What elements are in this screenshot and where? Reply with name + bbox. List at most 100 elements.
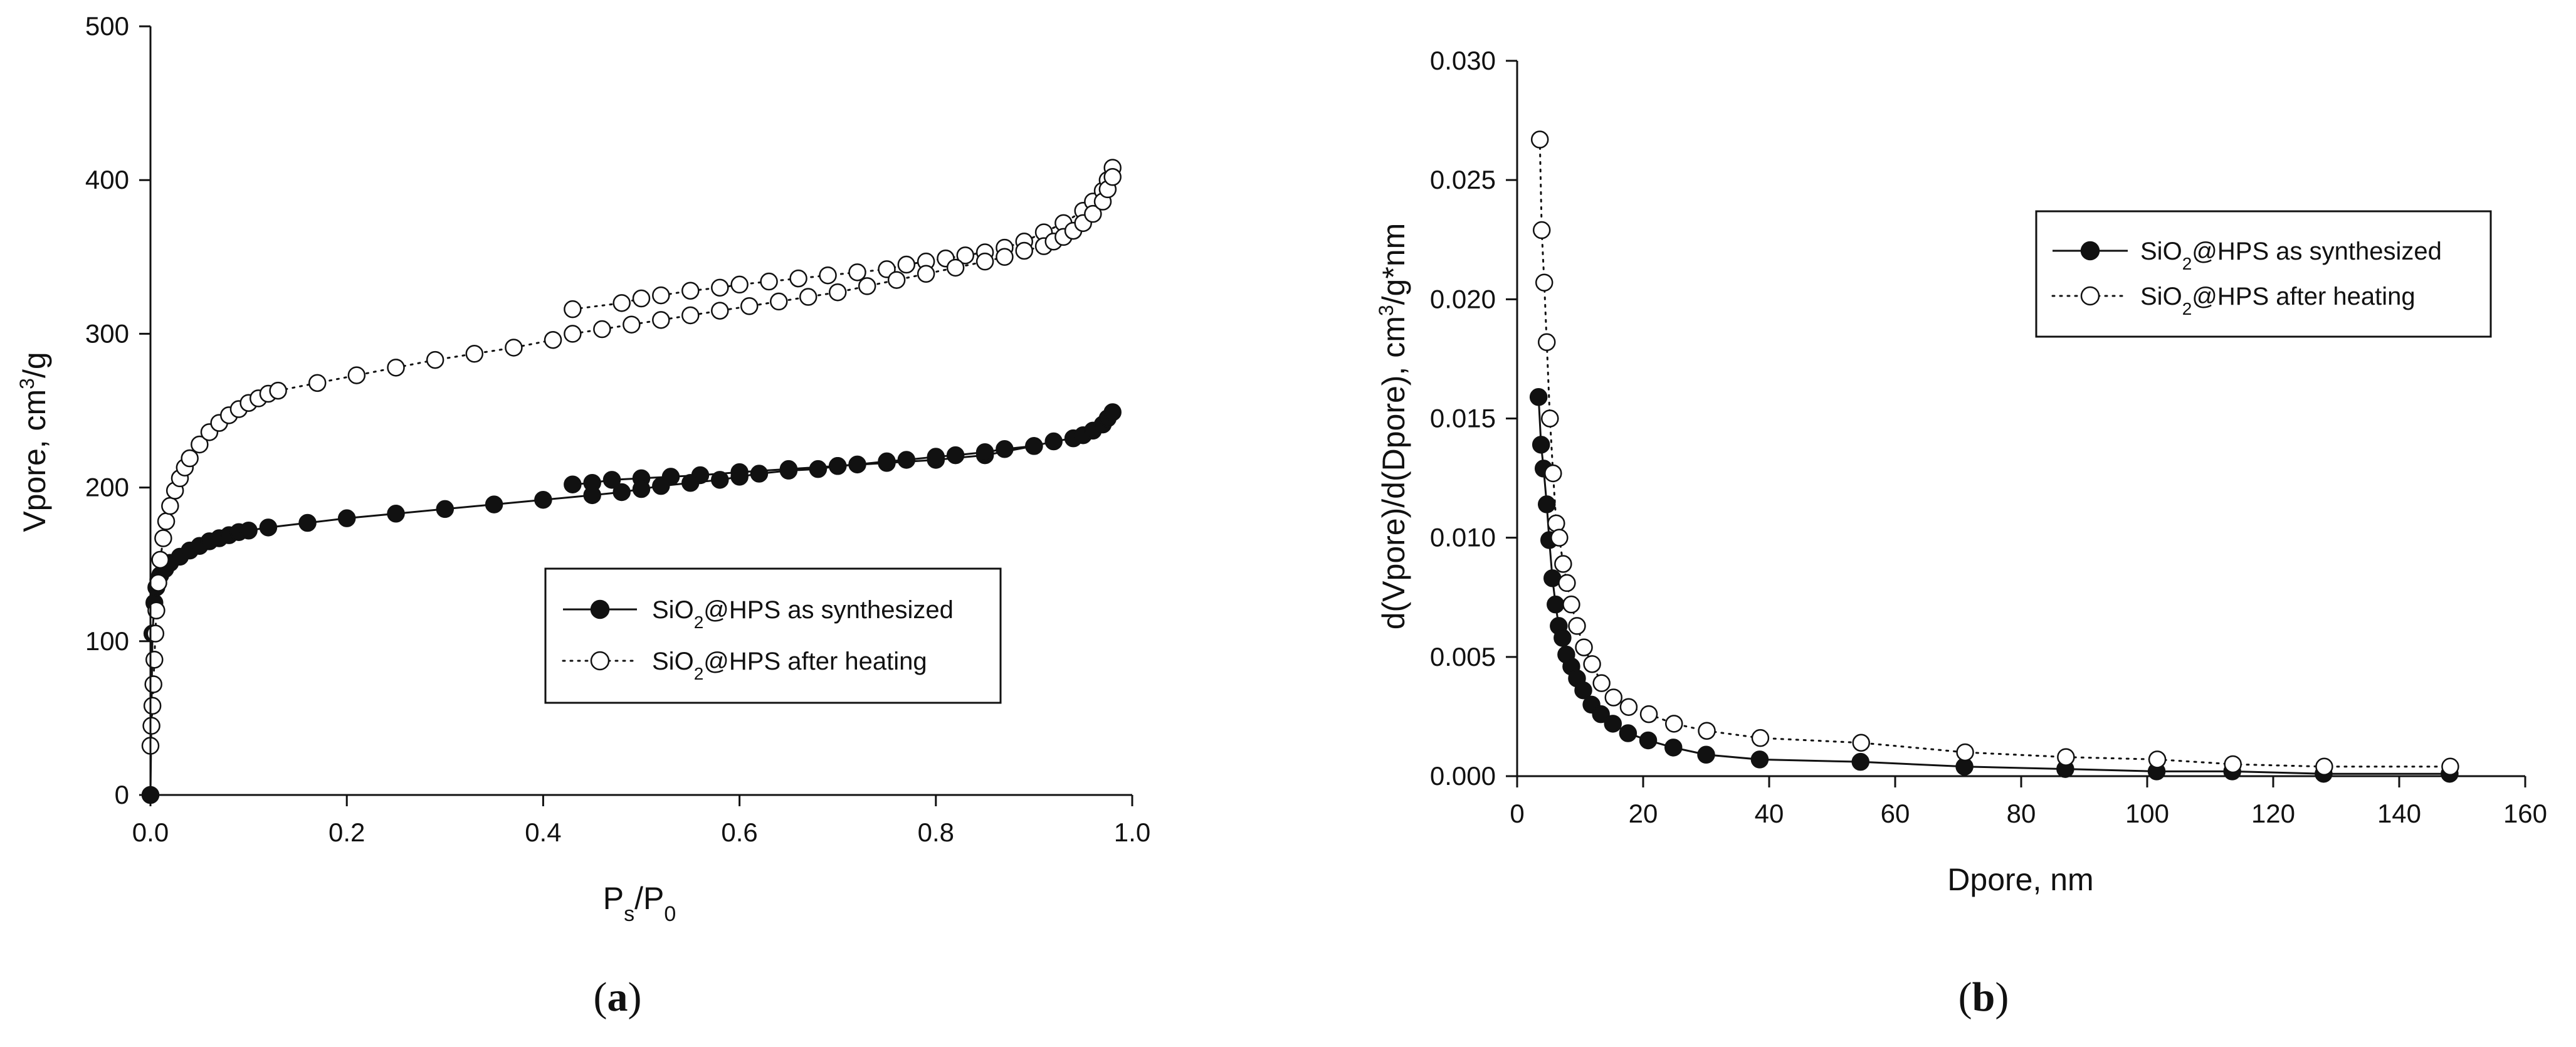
chart-b-legend-text-1-sub: 2: [2182, 254, 2192, 273]
chart-a-ylabel: Vpore, cm3/g: [16, 352, 52, 532]
chart-b-series-2-point: [1537, 333, 1556, 352]
chart-b-legend-text-2-sub: 2: [2182, 299, 2192, 318]
chart-b-series-2-point: [1575, 638, 1593, 656]
chart-b-ticks: 0 20 40 60 80 100 120 140 160 0.000 0.005 0.010 0.01…: [1430, 46, 2547, 828]
chart-a-xtick-label: 0.2: [329, 818, 365, 847]
chart-b-series-1-point: [1604, 715, 1622, 733]
chart-a-series-1-point: [652, 476, 670, 495]
chart-a-series-2-point: [147, 601, 166, 620]
chart-b-legend-text-1-prefix: SiO: [2140, 238, 2182, 265]
chart-a-series-1-point: [602, 471, 621, 489]
chart-a-series-2-point: [157, 512, 176, 530]
chart-a-legend-text-2-sub: 2: [694, 664, 704, 683]
chart-a-series-1-point: [975, 443, 994, 461]
chart-b-series-1-point: [1664, 739, 1683, 757]
chart-b-series-2-point: [1541, 409, 1559, 428]
chart-a-xtick-label: 1.0: [1114, 818, 1150, 847]
chart-b-series-2-point: [2315, 757, 2333, 776]
chart-a-series-2-point: [161, 497, 179, 515]
chart-b-series-2-point: [1639, 705, 1658, 723]
chart-a-series-2-point: [848, 263, 866, 281]
chart-a-panel-label: (a): [594, 974, 642, 1020]
chart-a-xtick-label: 0.4: [525, 818, 561, 847]
chart-a-series-2-point: [760, 272, 778, 291]
chart-a-series-1-point: [436, 500, 455, 518]
chart-a-series-1-point: [809, 460, 828, 478]
chart-a-series-2-point: [711, 278, 729, 297]
chart-a-panel-letter: a: [607, 974, 628, 1020]
chart-a-series-2-point: [151, 550, 169, 569]
chart-a-series-2-point: [347, 366, 366, 384]
chart-b-xlabel: Dpore, nm: [1947, 862, 2093, 897]
chart-b-series-1-point: [1619, 724, 1638, 742]
chart-a-series-2-point: [652, 286, 670, 305]
chart-panel-b: 0 20 40 60 80 100 120 140 160 0.000 0.005 0.010 0.01…: [1375, 46, 2547, 1020]
chart-a-series-1-point: [750, 465, 769, 483]
chart-a-series-2-point: [897, 255, 916, 274]
chart-b-series-2-point: [1532, 221, 1551, 239]
chart-a-series-2-point: [505, 339, 523, 357]
chart-b-series-2-point: [1544, 464, 1562, 483]
chart-a-series-2-line: [149, 176, 1114, 747]
chart-b-series-1-point: [1532, 436, 1550, 454]
chart-b-xtick-label: 100: [2125, 799, 2169, 828]
chart-a-series-1-point: [996, 440, 1014, 458]
chart-b-ylabel-main: d(Vpore)/d(Dpore), cm: [1376, 316, 1411, 629]
chart-a-legend-text-1-suffix: @HPS as synthesized: [703, 596, 954, 624]
chart-a-series-2-point: [730, 275, 749, 294]
chart-b-ylabel-sup: 3: [1375, 305, 1397, 316]
chart-a-series-2-point: [799, 288, 817, 306]
chart-a-series-2-point: [681, 306, 700, 325]
chart-a-series-2-point: [154, 529, 172, 547]
chart-b-marks: [1529, 130, 2459, 783]
chart-a-series-2-point: [269, 381, 287, 400]
chart-a-series-2-point: [975, 252, 994, 271]
chart-a-series-2-point: [887, 271, 906, 289]
chart-a-series-1-point: [337, 509, 356, 527]
chart-a-legend-box: [544, 567, 1002, 704]
chart-a-ytick-label: 0: [115, 780, 129, 809]
chart-a-series-2-point: [652, 311, 670, 329]
chart-a-series-2-point: [946, 258, 965, 277]
chart-a-series-1-point: [828, 457, 847, 475]
chart-a-series-1-point: [1044, 432, 1063, 451]
chart-a-series-1-point: [927, 448, 945, 466]
chart-a-legend-marker-2: [590, 651, 610, 671]
chart-a-xtick-label: 0.0: [132, 818, 169, 847]
chart-b-series-2-point: [1535, 273, 1553, 292]
chart-b-xtick-label: 40: [1755, 799, 1784, 828]
chart-b-series-1-point: [1750, 750, 1769, 769]
chart-a-series-2-point: [149, 574, 167, 592]
chart-a-xlabel-sub1: s: [624, 902, 634, 926]
chart-a-ylabel-tail: /g: [17, 352, 52, 378]
chart-b-ytick-label: 0.005: [1430, 642, 1496, 671]
chart-a-series-2-point: [145, 650, 164, 669]
chart-b-legend-text-1-suffix: @HPS as synthesized: [2192, 238, 2442, 265]
chart-a-series-2-point: [740, 297, 759, 315]
chart-b-legend-text-2: SiO2@HPS after heating: [2140, 283, 2416, 318]
chart-a-legend-text-2-prefix: SiO: [652, 648, 694, 675]
chart-a-series-2-point: [828, 283, 847, 302]
chart-b-xtick-label: 120: [2251, 799, 2295, 828]
chart-a-series-1-point: [897, 451, 916, 469]
chart-a-series-1-point: [632, 480, 651, 498]
chart-a-series-2-point: [564, 300, 582, 318]
chart-a-series-2-point: [144, 675, 162, 693]
chart-a-series-1-point: [878, 452, 896, 471]
chart-a-series-2-point: [191, 435, 209, 454]
chart-b-ytick-label: 0.010: [1430, 523, 1496, 552]
chart-a-series-1-point: [583, 486, 601, 505]
chart-a-series-1-point: [387, 505, 405, 523]
chart-a-series-2-point: [142, 717, 160, 735]
chart-b-series-2-point: [1547, 514, 1565, 533]
chart-a-xlabel-sub2: 0: [664, 902, 676, 926]
chart-b-series-1-point: [1574, 681, 1592, 700]
chart-a-marks: [141, 159, 1122, 804]
chart-a-series-2-point: [544, 330, 562, 349]
chart-b-ylabel: d(Vpore)/d(Dpore), cm3/g*nm: [1375, 223, 1411, 630]
chart-b-series-1-point: [1697, 745, 1715, 764]
chart-a-ytick-label: 100: [85, 626, 129, 656]
chart-a-series-2-point: [1084, 204, 1102, 223]
chart-b-legend-text-2-prefix: SiO: [2140, 283, 2182, 310]
